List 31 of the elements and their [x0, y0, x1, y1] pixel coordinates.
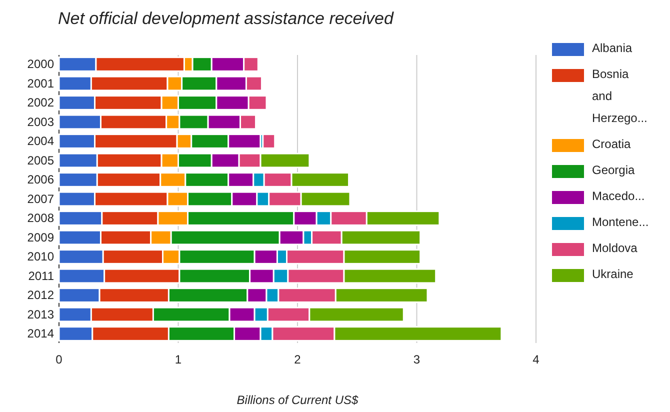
- y-tick-label: 2007: [27, 192, 54, 206]
- y-tick-label: 2005: [27, 153, 54, 168]
- bar: [262, 134, 276, 149]
- x-tick-label: 3: [413, 352, 420, 367]
- legend-label: Ukraine: [592, 267, 634, 281]
- y-tick-label: 2004: [27, 134, 54, 148]
- chart-title: Net official development assistance received: [58, 9, 394, 28]
- legend-label: Bosnia and Herzego...: [592, 67, 648, 125]
- x-tick-label: 2: [294, 352, 302, 367]
- y-tick-label: 2002: [27, 96, 54, 110]
- y-tick-label: 2010: [27, 250, 54, 264]
- y-tick-label: 2014: [27, 326, 54, 341]
- legend-label: Albania: [592, 41, 632, 55]
- legend-label: Macedo...: [592, 189, 645, 203]
- legend-label: Montene...: [592, 215, 649, 229]
- y-tick-label: 2009: [27, 230, 54, 244]
- y-tick-label: 2008: [27, 211, 54, 226]
- legend-label: Moldova: [592, 241, 638, 255]
- x-tick-label: 1: [174, 352, 182, 367]
- y-tick-label: 2000: [27, 57, 54, 72]
- y-tick-label: 2013: [27, 307, 54, 322]
- y-tick-label: 2006: [27, 172, 54, 187]
- legend-label: Georgia: [592, 163, 636, 177]
- y-tick-label: 2001: [27, 76, 54, 90]
- legend-label: Croatia: [592, 137, 632, 151]
- y-tick-label: 2012: [27, 288, 54, 302]
- x-tick-label: 4: [532, 352, 540, 367]
- x-tick-label: 0: [56, 352, 63, 367]
- x-axis-title: Billions of Current US$: [236, 393, 359, 407]
- y-tick-label: 2003: [27, 114, 54, 129]
- y-tick-label: 2011: [28, 268, 54, 283]
